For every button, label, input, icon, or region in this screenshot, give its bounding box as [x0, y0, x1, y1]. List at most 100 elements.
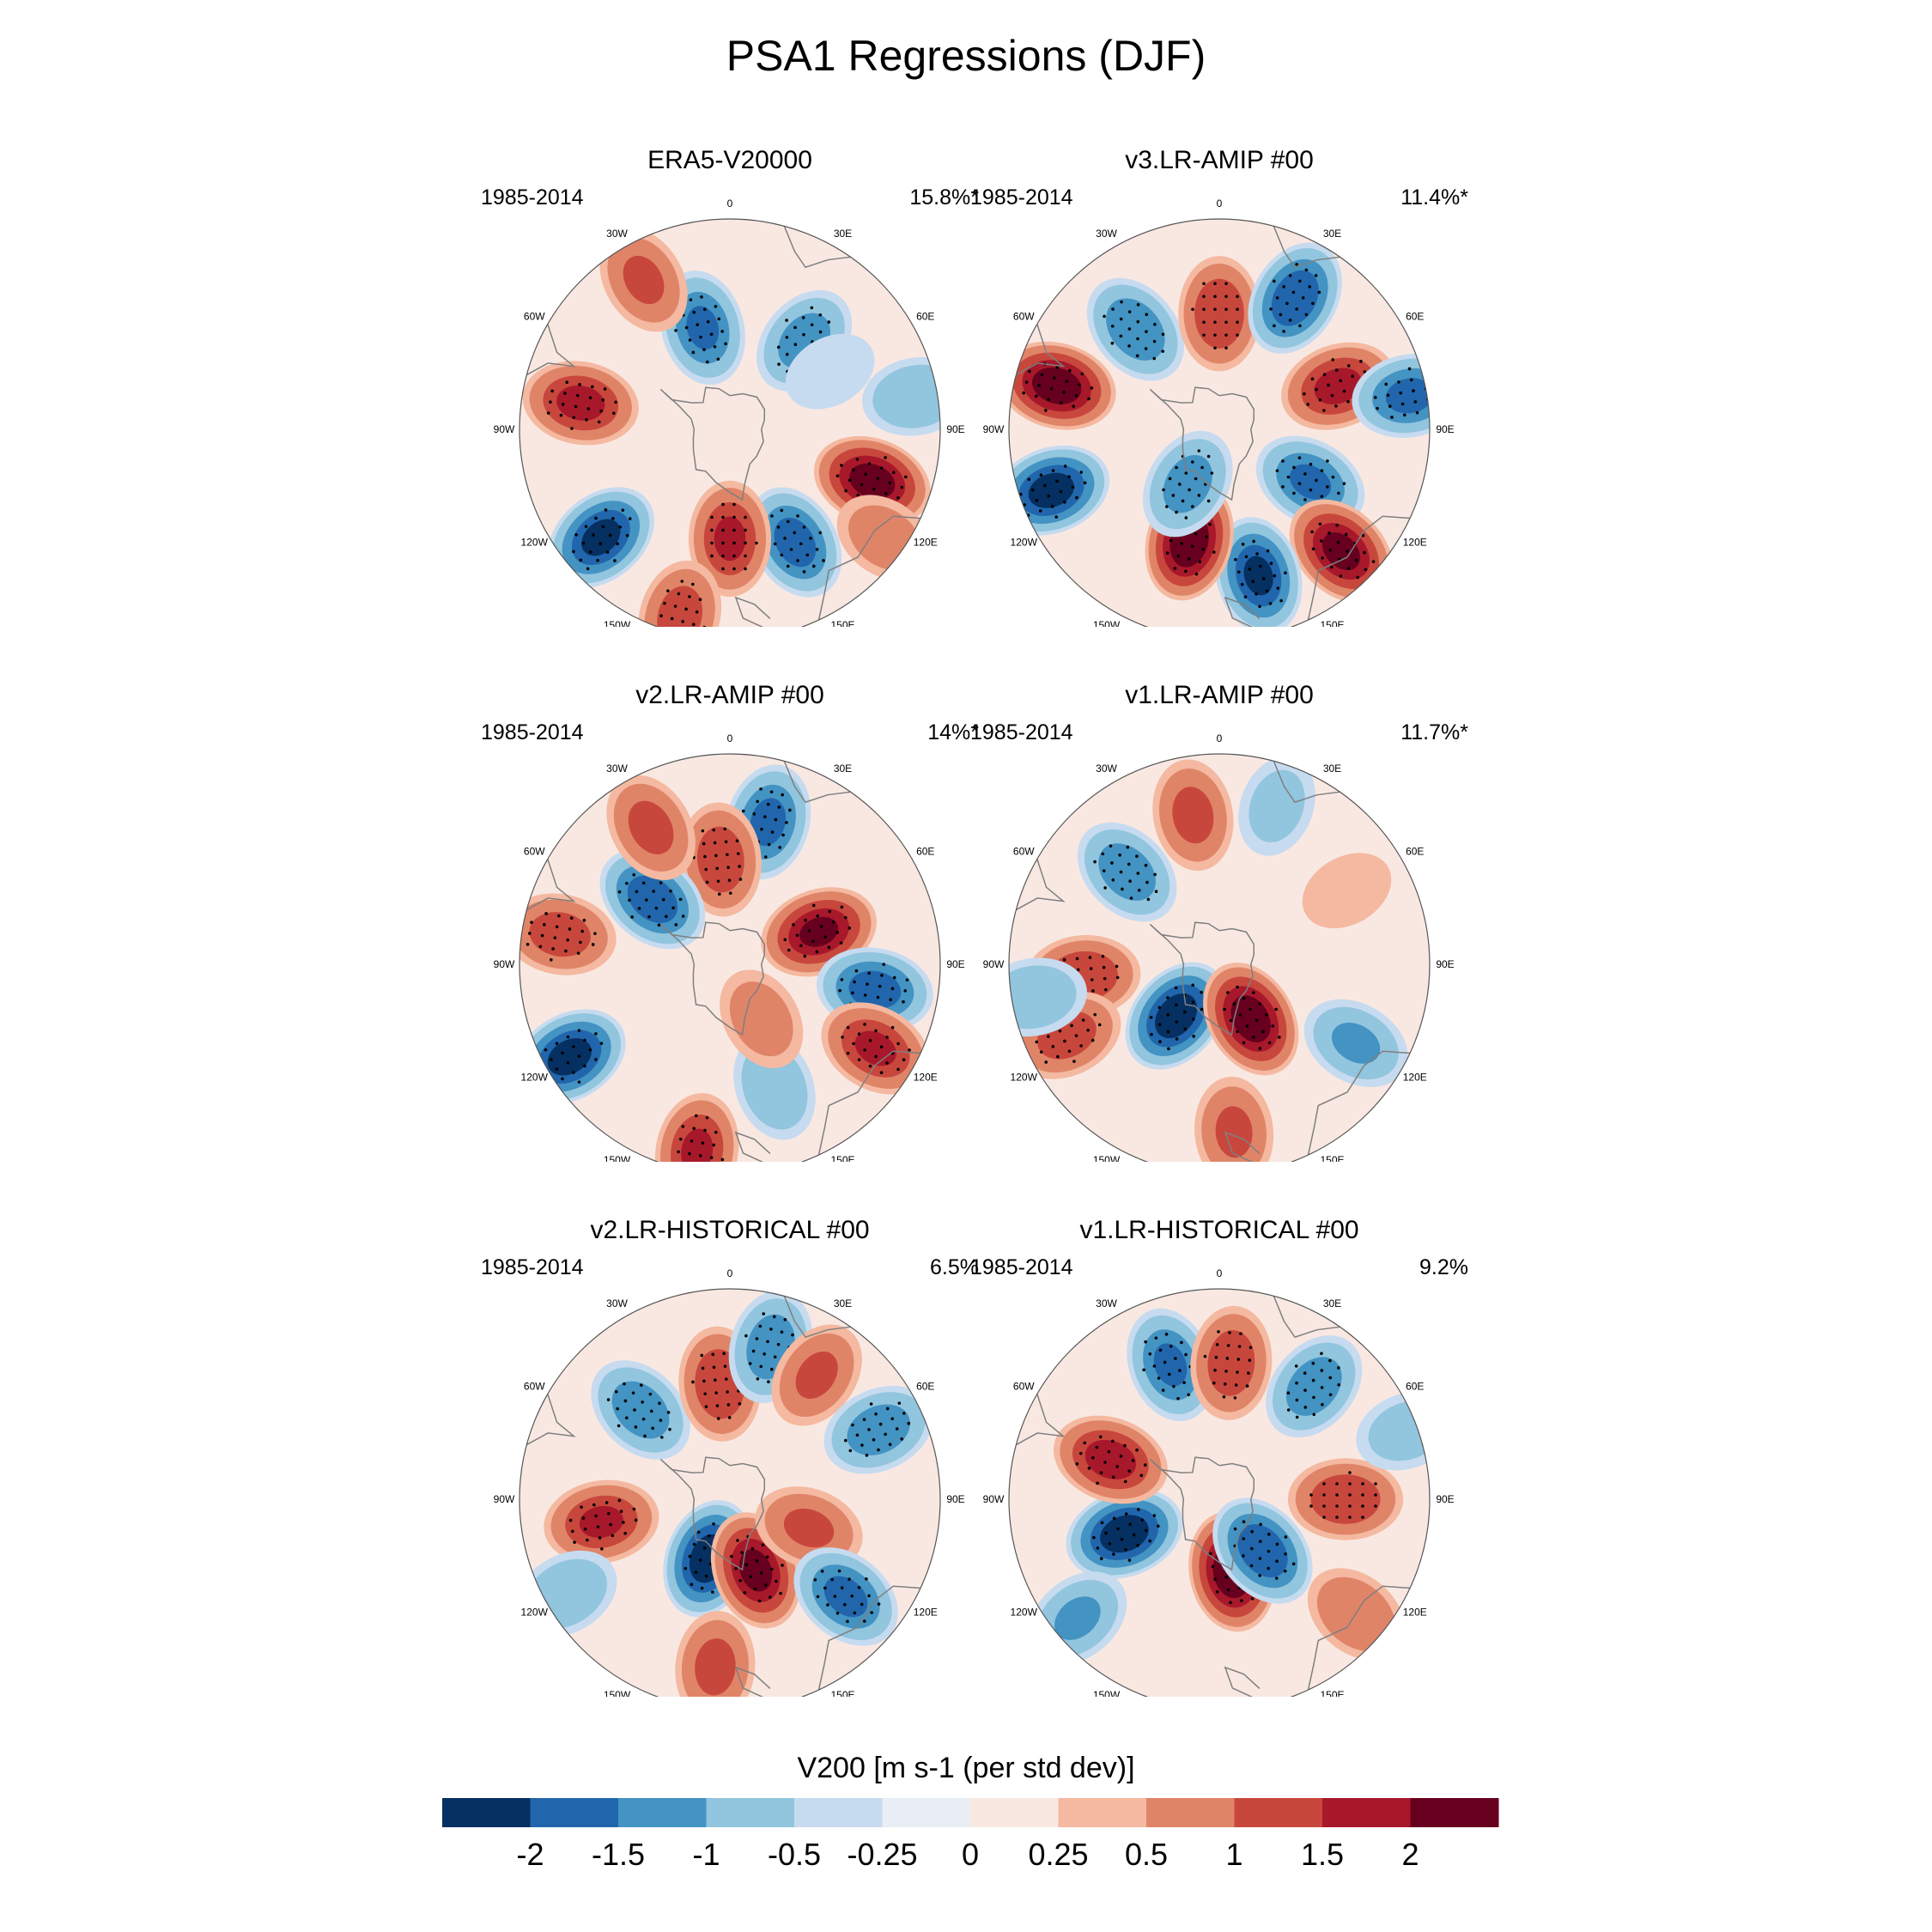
colorbar-box [882, 1798, 971, 1827]
polar-map: 030E60E90E120E150E180150W120W90W60W30W [494, 732, 965, 1162]
lon-label: 120E [914, 1607, 938, 1619]
colorbar-tick: -1.5 [592, 1837, 645, 1872]
contour-11-3 [1385, 378, 1430, 414]
panel-period: 1985-2014 [481, 185, 584, 210]
coastline-0 [526, 324, 576, 376]
lon-label: 150E [1320, 1689, 1344, 1697]
lon-label: 60E [916, 311, 934, 323]
contour-5-2 [1207, 1330, 1255, 1396]
stipple-7 [1309, 1471, 1377, 1519]
coastline-3 [734, 596, 771, 627]
contour-2-3 [774, 517, 817, 568]
coastline-2 [1307, 1050, 1411, 1156]
contour-6-3 [848, 970, 902, 1009]
contour-7-2 [623, 255, 665, 305]
lon-label: 120E [1403, 1607, 1427, 1619]
coastline-0 [1015, 324, 1066, 376]
lon-label: 90E [946, 423, 964, 435]
coastline-3 [734, 1666, 771, 1697]
lon-label: 90E [1436, 958, 1454, 970]
contour-10-2 [1163, 454, 1212, 513]
contour-4-3 [1271, 270, 1319, 326]
polar-map: 030E60E90E120E150E180150W120W90W60W30W [983, 1267, 1455, 1697]
lon-label: 30W [1096, 228, 1117, 240]
lon-label: 150E [830, 619, 854, 627]
lon-label: 90W [494, 423, 515, 435]
colorbar-box [618, 1798, 707, 1827]
polar-map: 030E60E90E120E150E180150W120W90W60W30W [494, 197, 965, 627]
lon-label: 30W [606, 1297, 628, 1309]
colorbar-tick: -2 [516, 1837, 544, 1872]
colorbar-tick: 0.5 [1125, 1837, 1168, 1872]
contour-0-4 [1031, 367, 1082, 404]
lon-label: 0 [727, 197, 733, 210]
panel-variance: 11.4%* [1400, 185, 1468, 210]
contour-6-2 [1285, 1357, 1342, 1416]
contour-1-4 [1230, 995, 1271, 1043]
map-border [519, 218, 941, 627]
contour-10-2 [657, 586, 703, 627]
stipple-7 [1310, 522, 1376, 580]
colorbar-tick: 0.25 [1028, 1837, 1088, 1872]
lon-label: 120W [521, 1607, 549, 1619]
contour-2-2 [1098, 843, 1156, 901]
antarctic-coastline [659, 386, 766, 501]
lon-label: 60W [1013, 311, 1035, 323]
antarctic-coastline [659, 1456, 766, 1571]
panel-variance: 14%* [927, 720, 979, 744]
field [519, 1289, 940, 1697]
lon-label: 90E [1436, 423, 1454, 435]
coastline-1 [1273, 1296, 1340, 1339]
lon-label: 30E [834, 762, 852, 775]
polar-map: 030E60E90E120E150E180150W120W90W60W30W [983, 197, 1455, 627]
colorbar-title: V200 [m s-1 (per std dev)] [797, 1752, 1135, 1784]
colorbar-tick: 0 [962, 1837, 979, 1872]
colorbar-box [794, 1798, 883, 1827]
stipple-8 [1234, 539, 1287, 609]
panel-variance: 9.2% [1419, 1255, 1468, 1279]
coastline-3 [1224, 1666, 1261, 1697]
colorbar-box [1322, 1798, 1411, 1827]
lon-label: 150E [830, 1689, 854, 1697]
lon-label: 60W [524, 846, 545, 858]
contour-1-2 [696, 826, 744, 893]
coastline-1 [783, 761, 851, 804]
lon-label: 90E [946, 958, 964, 970]
panel-variance: 15.8%* [909, 185, 979, 210]
coastline-1 [783, 226, 851, 269]
contour-11-2 [695, 1638, 736, 1696]
lon-label: 90E [1436, 1493, 1454, 1505]
lon-label: 60E [1406, 846, 1424, 858]
coastline-2 [817, 1050, 921, 1156]
lon-label: 150W [1093, 1154, 1121, 1162]
stipple-3 [1191, 282, 1239, 350]
panel-title: v1.LR-HISTORICAL #00 [1079, 1216, 1359, 1244]
lon-label: 90W [983, 1493, 1005, 1505]
field [519, 754, 940, 1162]
coastline-1 [783, 1296, 851, 1339]
colorbar-box [442, 1798, 531, 1827]
lon-label: 150W [604, 1689, 631, 1697]
contour-9-1 [741, 1044, 808, 1130]
panel-variance: 6.5% [930, 1255, 979, 1279]
map-border [1008, 753, 1431, 1162]
contour-3-4 [581, 519, 621, 556]
colorbar-tick: -0.25 [847, 1837, 917, 1872]
panel-v2-lr-amip: v2.LR-AMIP #00 1985-2014 14%* 0 30E 60E 90E… [455, 681, 1005, 1162]
antarctic-coastline [1149, 1456, 1255, 1571]
lon-label: 150E [1320, 1154, 1344, 1162]
lon-label: 30W [1096, 762, 1117, 775]
contour-3-3 [1084, 1439, 1137, 1479]
contour-7-2 [1215, 1106, 1253, 1158]
field [1009, 1289, 1430, 1697]
lon-label: 30E [1323, 1297, 1341, 1309]
contour-5-3 [556, 385, 605, 421]
contour-2-3 [579, 1505, 623, 1538]
lon-label: 90W [494, 1493, 515, 1505]
stipple-2 [1233, 1520, 1296, 1580]
colorbar-box [1234, 1798, 1323, 1827]
colorbar-tick: 1 [1225, 1837, 1242, 1872]
colorbar-box [1058, 1798, 1147, 1827]
stipple-5 [1203, 1330, 1253, 1400]
antarctic-coastline [1149, 386, 1255, 501]
